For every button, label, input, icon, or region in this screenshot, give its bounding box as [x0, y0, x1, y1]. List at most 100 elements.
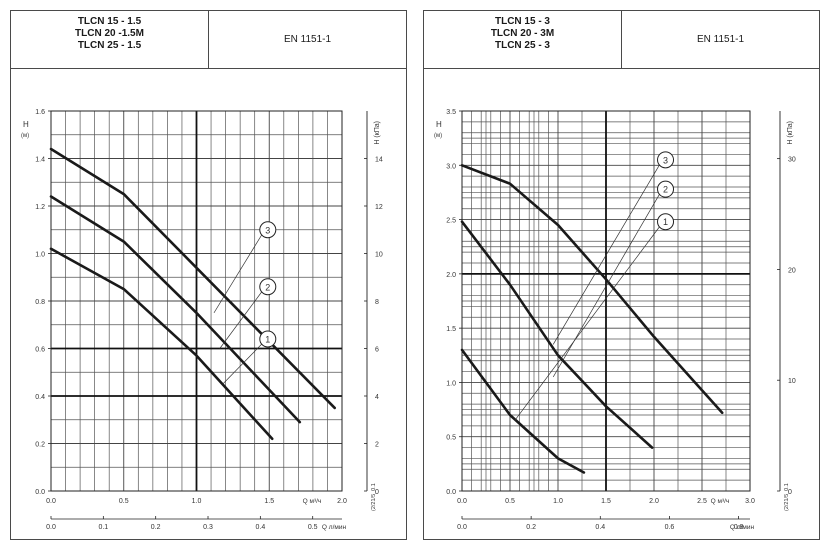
plot-frame — [461, 110, 751, 492]
y2-tick-label: 2 — [375, 442, 379, 449]
x-tick-label: 2.5 — [697, 498, 707, 505]
callout-label: 1 — [265, 335, 270, 345]
y2-tick-label: 20 — [788, 267, 796, 274]
x-tick-label: 1.0 — [192, 498, 202, 505]
model-name: TLCN 20 - 3M — [490, 28, 555, 39]
chart-code: (2/21/5_0.1 — [784, 483, 790, 511]
x2-tick-label: 0.0 — [457, 524, 467, 531]
callout-leader — [213, 234, 263, 314]
y-tick-label: 0.4 — [35, 394, 45, 401]
x-tick-label: 1.5 — [264, 498, 274, 505]
y2-tick-label: 12 — [375, 204, 383, 211]
pump-panel-right: TLCN 15 - 3 TLCN 20 - 3M TLCN 25 - 3 EN … — [423, 10, 820, 540]
callout-circle — [657, 180, 675, 198]
y-tick-label: 1.2 — [35, 204, 45, 211]
y-tick-label: 2.5 — [446, 218, 456, 225]
x-tick-label: 1.0 — [553, 498, 563, 505]
y-axis-unit: (м) — [21, 133, 29, 139]
y-tick-label: 0.8 — [35, 299, 45, 306]
x2-axis-label: Q л/мин — [730, 524, 755, 531]
callout-leader — [552, 193, 660, 378]
y2-tick-label: 14 — [375, 157, 383, 164]
x2-tick-label: 0.3 — [203, 524, 213, 531]
x-tick-label: 0.5 — [505, 498, 515, 505]
standard-label: EN 1151-1 — [283, 34, 332, 45]
callout-label: 2 — [663, 185, 668, 195]
callout-circle — [259, 330, 277, 348]
model-name: TLCN 20 -1.5M — [75, 28, 144, 39]
pump-curve-3 — [49, 147, 336, 410]
x2-tick-label: 0.8 — [734, 524, 744, 531]
callout-circle — [657, 151, 675, 169]
x2-tick-label: 0.0 — [46, 524, 56, 531]
pump-panel-left: TLCN 15 - 1.5 TLCN 20 -1.5M TLCN 25 - 1.… — [10, 10, 407, 540]
y2-tick-label: 4 — [375, 394, 379, 401]
pump-curve-1 — [49, 247, 274, 441]
x2-tick-label: 0.4 — [595, 524, 605, 531]
y-tick-label: 3.0 — [446, 163, 456, 170]
x-tick-label: 0.5 — [119, 498, 129, 505]
x-axis-label: Q м³/ч — [711, 498, 730, 505]
panel-header: TLCN 15 - 1.5 TLCN 20 -1.5M TLCN 25 - 1.… — [11, 11, 406, 69]
y-axis-label: H — [23, 120, 29, 129]
y2-tick-label: 6 — [375, 347, 379, 354]
x2-tick-label: 0.2 — [526, 524, 536, 531]
callout-leader — [514, 226, 660, 421]
model-name: TLCN 15 - 3 — [494, 16, 550, 27]
model-name: TLCN 15 - 1.5 — [77, 16, 142, 27]
x-tick-label: 2.0 — [337, 498, 347, 505]
callout-circle — [259, 221, 277, 239]
chart-code: (2/21/5_0.1 — [371, 483, 377, 511]
y-tick-label: 1.0 — [446, 380, 456, 387]
x-axis-label: Q м³/ч — [303, 498, 322, 505]
x2-tick-label: 0.6 — [665, 524, 675, 531]
x2-tick-label: 0.1 — [98, 524, 108, 531]
pump-curve-chart: 0.0 0.5 1.0 1.5 2.0 2.5 3.0 3.5 0.0 0.5 1.0 1.5 2.0 2… — [434, 109, 796, 531]
y-axis-unit: (м) — [434, 133, 442, 139]
y2-tick-label: 30 — [788, 157, 796, 164]
y-tick-label: 1.0 — [35, 252, 45, 259]
y-tick-label: 0.5 — [446, 435, 456, 442]
x2-tick-label: 0.5 — [308, 524, 318, 531]
model-name: TLCN 25 - 1.5 — [77, 40, 142, 51]
x-tick-label: 1.5 — [601, 498, 611, 505]
callout-label: 3 — [265, 225, 270, 235]
callout-circle — [259, 278, 277, 296]
pump-curve-chart: 0.0 0.2 0.4 0.6 0.8 1.0 1.2 1.4 1.6 0.0 0.5 1.0 1.5 2… — [21, 109, 383, 531]
pump-curve-2 — [49, 195, 302, 424]
callout-leader — [222, 343, 263, 385]
y-tick-label: 1.4 — [35, 157, 45, 164]
y-tick-label: 0.2 — [35, 442, 45, 449]
y2-tick-label: 10 — [375, 252, 383, 259]
model-list: TLCN 15 - 3 TLCN 20 - 3M TLCN 25 - 3 — [424, 11, 622, 68]
y-tick-label: 0.0 — [35, 489, 45, 496]
y2-tick-label: 8 — [375, 299, 379, 306]
y2-axis-label: H (кПа) — [787, 121, 794, 145]
x-tick-label: 3.0 — [745, 498, 755, 505]
pump-curve-3 — [460, 164, 724, 415]
model-list: TLCN 15 - 1.5 TLCN 20 -1.5M TLCN 25 - 1.… — [11, 11, 209, 68]
y2-axis-label: H (кПа) — [374, 121, 381, 145]
callout-leader — [219, 291, 263, 349]
x2-tick-label: 0.4 — [255, 524, 265, 531]
y2-tick-label: 0 — [788, 489, 792, 496]
x-tick-label: 0.0 — [457, 498, 467, 505]
x-tick-label: 2.0 — [649, 498, 659, 505]
x2-tick-label: 0.2 — [151, 524, 161, 531]
y-tick-label: 1.5 — [446, 326, 456, 333]
model-name: TLCN 25 - 3 — [494, 40, 550, 51]
y2-tick-label: 0 — [375, 489, 379, 496]
callout-leader — [552, 164, 660, 345]
panel-header: TLCN 15 - 3 TLCN 20 - 3M TLCN 25 - 3 EN … — [424, 11, 819, 69]
standard-label: EN 1151-1 — [696, 34, 745, 45]
y-tick-label: 0.6 — [35, 347, 45, 354]
callout-label: 1 — [663, 217, 668, 227]
y-tick-label: 3.5 — [446, 109, 456, 116]
x2-axis-label: Q л/мин — [322, 524, 347, 531]
callout-circle — [657, 213, 675, 231]
y-tick-label: 0.0 — [446, 489, 456, 496]
pump-curve-1 — [460, 348, 586, 474]
callout-label: 2 — [265, 282, 270, 292]
pump-curve-2 — [460, 220, 654, 449]
y-tick-label: 1.6 — [35, 109, 45, 116]
